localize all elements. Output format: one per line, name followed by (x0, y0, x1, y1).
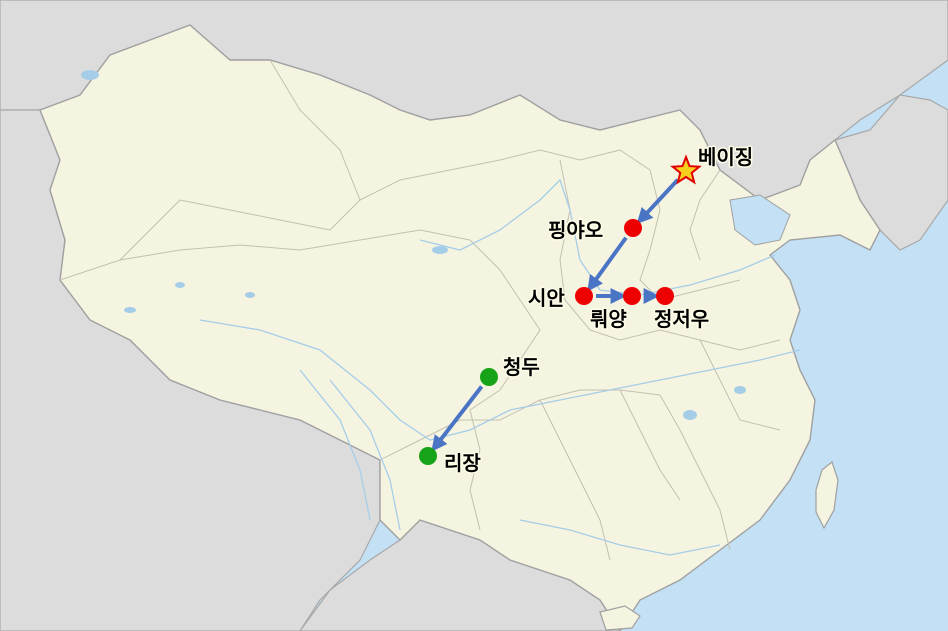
province-border (469, 409, 481, 531)
province-border (659, 394, 731, 551)
circle-marker-icon-xian (575, 287, 593, 305)
province-border (559, 159, 621, 341)
province-border (59, 229, 471, 281)
lake (124, 307, 136, 313)
province-border (179, 59, 361, 231)
yellow-river (419, 178, 776, 296)
bohai-sea (729, 194, 791, 246)
province-border (689, 169, 721, 261)
province-border (619, 149, 741, 301)
city-label-luoyang: 뤄양 (590, 307, 627, 331)
route-arrow-beijing-pingyao (636, 178, 680, 225)
circle-marker-icon-lijiang (419, 447, 437, 465)
taiwan (815, 460, 839, 530)
routes-layer (431, 178, 680, 452)
hainan (599, 605, 641, 631)
lake (432, 246, 448, 254)
salween-river (299, 369, 371, 521)
pearl-river (519, 519, 721, 556)
province-borders (59, 59, 781, 561)
route-arrow-chengdu-lijiang (431, 385, 484, 452)
markers-layer (419, 154, 702, 465)
city-label-chengdu: 청두 (503, 355, 540, 379)
circle-marker-icon-zhengzhou (656, 287, 674, 305)
china-land (39, 24, 881, 631)
city-label-lijiang: 리장 (444, 451, 481, 475)
route-arrow-pingyao-xian (587, 236, 628, 292)
lake (683, 410, 697, 420)
lake (81, 70, 99, 80)
province-border (359, 149, 621, 201)
province-border (469, 239, 541, 411)
lake (245, 292, 255, 298)
circle-marker-icon-luoyang (623, 287, 641, 305)
circle-marker-icon-chengdu (480, 368, 498, 386)
province-border (619, 389, 681, 501)
circle-marker-icon-pingyao (624, 219, 642, 237)
yangtze-river (199, 319, 801, 441)
mekong-river (329, 379, 401, 531)
rivers (199, 178, 801, 556)
lake (734, 386, 746, 394)
province-border (699, 339, 781, 431)
lake (175, 282, 185, 288)
city-label-beijing: 베이징 (698, 145, 753, 169)
province-border (379, 389, 661, 461)
city-label-pingyao: 핑야오 (548, 218, 603, 242)
province-border (539, 399, 611, 561)
city-label-zhengzhou: 정저우 (654, 307, 709, 331)
star-icon-beijing (670, 154, 702, 185)
city-label-xian: 시안 (528, 286, 565, 310)
province-border (119, 199, 181, 261)
lakes (81, 70, 746, 420)
